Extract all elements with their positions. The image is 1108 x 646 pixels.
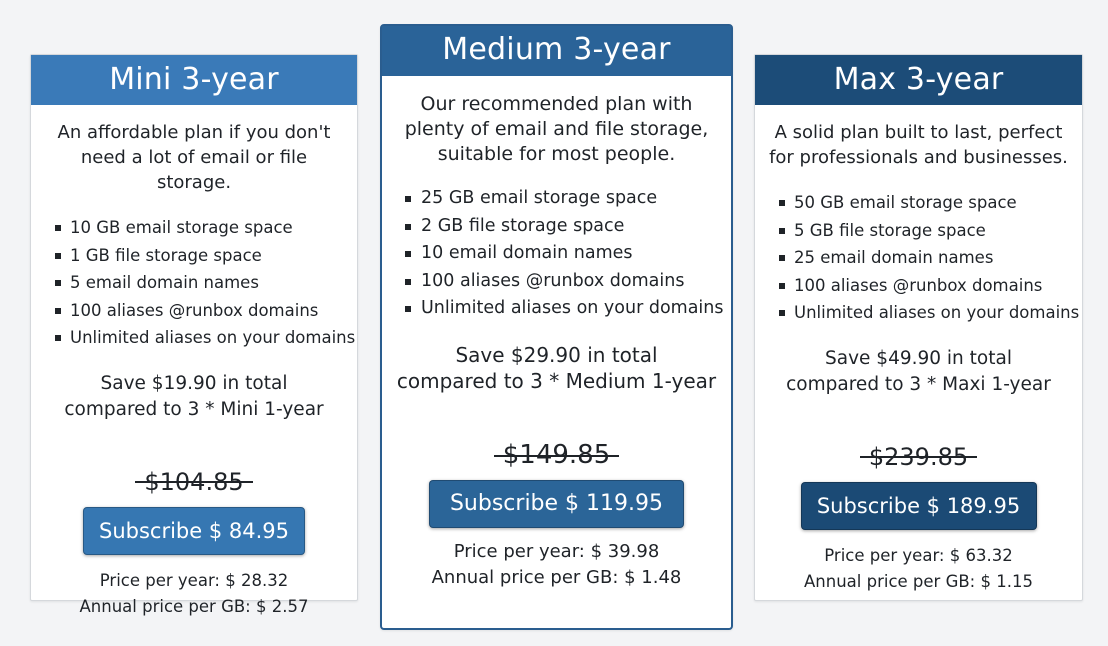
feature-item: Unlimited aliases on your domains [54, 324, 357, 352]
feature-label: 2 GB file storage space [421, 215, 625, 236]
feature-label: Unlimited aliases on your domains [70, 328, 356, 347]
feature-label: 10 GB email storage space [70, 218, 293, 237]
feature-label: Unlimited aliases on your domains [794, 303, 1080, 322]
feature-item: 50 GB email storage space [778, 189, 1082, 217]
plan-description: Our recommended plan with plenty of emai… [404, 93, 709, 165]
subscribe-button-medium[interactable]: Subscribe $ 119.95 [429, 479, 684, 528]
bullet-icon [405, 306, 411, 312]
bullet-icon [55, 307, 61, 314]
plan-title: Medium 3-year [382, 26, 731, 76]
feature-label: 100 aliases @runbox domains [421, 270, 685, 291]
feature-item: 25 email domain names [778, 244, 1082, 272]
bullet-icon [55, 335, 61, 341]
savings-amount: Save $49.90 in total [825, 347, 1012, 369]
price-per-year: Price per year: $ 39.98 [453, 540, 660, 562]
price-per-year: Price per year: $ 28.32 [99, 570, 289, 590]
plan-description: A solid plan built to last, perfect for … [769, 122, 1068, 168]
feature-item: 10 GB email storage space [54, 214, 357, 242]
strikethrough-line [859, 455, 978, 458]
annual-price-per-gb: Annual price per GB: $ 1.48 [431, 566, 682, 588]
feature-item: 100 aliases @runbox domains [404, 268, 731, 296]
feature-label: 25 email domain names [794, 248, 994, 267]
original-price: $149.85 [493, 440, 620, 470]
plan-card-max: Max 3-year A solid plan built to last, p… [754, 54, 1083, 601]
plan-title: Mini 3-year [31, 55, 357, 105]
bullet-icon [405, 251, 411, 257]
subscribe-button-mini[interactable]: Subscribe $ 84.95 [83, 506, 305, 555]
plan-description: An affordable plan if you don't need a l… [57, 122, 331, 193]
subscribe-button-max[interactable]: Subscribe $ 189.95 [800, 481, 1037, 530]
savings-text: Save $29.90 in total compared to 3 * Med… [382, 342, 731, 394]
strikethrough-line [493, 454, 620, 457]
bullet-icon [779, 227, 785, 234]
feature-label: 1 GB file storage space [70, 245, 262, 265]
feature-label: 5 GB file storage space [794, 220, 986, 240]
feature-label: 100 aliases @runbox domains [70, 300, 319, 320]
annual-price-per-gb: Annual price per GB: $ 2.57 [79, 596, 309, 616]
bullet-icon [55, 252, 61, 259]
plan-title: Max 3-year [755, 55, 1082, 105]
feature-item: 1 GB file storage space [54, 242, 357, 270]
original-price: $104.85 [135, 467, 253, 497]
savings-comparison: compared to 3 * Medium 1-year [396, 368, 717, 393]
savings-text: Save $49.90 in total compared to 3 * Max… [755, 346, 1082, 398]
feature-item: Unlimited aliases on your domains [778, 299, 1082, 327]
bullet-icon [55, 225, 61, 231]
price-per-year: Price per year: $ 63.32 [824, 545, 1013, 565]
bullet-icon [779, 310, 785, 316]
savings-comparison: compared to 3 * Mini 1-year [64, 398, 324, 420]
feature-item: 25 GB email storage space [404, 185, 731, 213]
strikethrough-line [135, 480, 253, 483]
bullet-icon [779, 255, 785, 261]
feature-item: 5 email domain names [54, 269, 357, 297]
feature-label: 10 email domain names [421, 243, 633, 263]
feature-list: 25 GB email storage space 2 GB file stor… [382, 185, 731, 323]
feature-item: 100 aliases @runbox domains [778, 272, 1082, 300]
original-price: $239.85 [859, 442, 978, 472]
savings-text: Save $19.90 in total compared to 3 * Min… [31, 371, 357, 423]
plan-card-mini: Mini 3-year An affordable plan if you do… [30, 54, 358, 616]
bullet-icon [779, 200, 785, 206]
feature-label: Unlimited aliases on your domains [421, 298, 724, 318]
price-details: Price per year: $ 39.98 Annual price per… [382, 539, 731, 591]
feature-list: 10 GB email storage space 1 GB file stor… [31, 214, 357, 352]
bullet-icon [405, 278, 411, 285]
feature-label: 100 aliases @runbox domains [794, 275, 1043, 295]
annual-price-per-gb: Annual price per GB: $ 1.15 [804, 571, 1033, 591]
feature-item: 2 GB file storage space [404, 213, 731, 241]
bullet-icon [779, 282, 785, 289]
price-details: Price per year: $ 28.32 Annual price per… [31, 568, 357, 620]
bullet-icon [405, 223, 411, 230]
savings-amount: Save $29.90 in total [455, 342, 658, 367]
feature-label: 50 GB email storage space [794, 193, 1017, 212]
price-details: Price per year: $ 63.32 Annual price per… [755, 543, 1082, 595]
plan-card-medium: Medium 3-year Our recommended plan with … [380, 24, 733, 630]
feature-item: 10 email domain names [404, 240, 731, 268]
bullet-icon [55, 280, 61, 286]
feature-item: 100 aliases @runbox domains [54, 297, 357, 325]
savings-amount: Save $19.90 in total [100, 372, 288, 394]
bullet-icon [405, 196, 411, 202]
feature-item: 5 GB file storage space [778, 217, 1082, 245]
savings-comparison: compared to 3 * Maxi 1-year [786, 373, 1051, 395]
feature-list: 50 GB email storage space 5 GB file stor… [755, 189, 1082, 327]
feature-label: 5 email domain names [70, 273, 259, 292]
feature-label: 25 GB email storage space [421, 188, 658, 208]
feature-item: Unlimited aliases on your domains [404, 295, 731, 323]
